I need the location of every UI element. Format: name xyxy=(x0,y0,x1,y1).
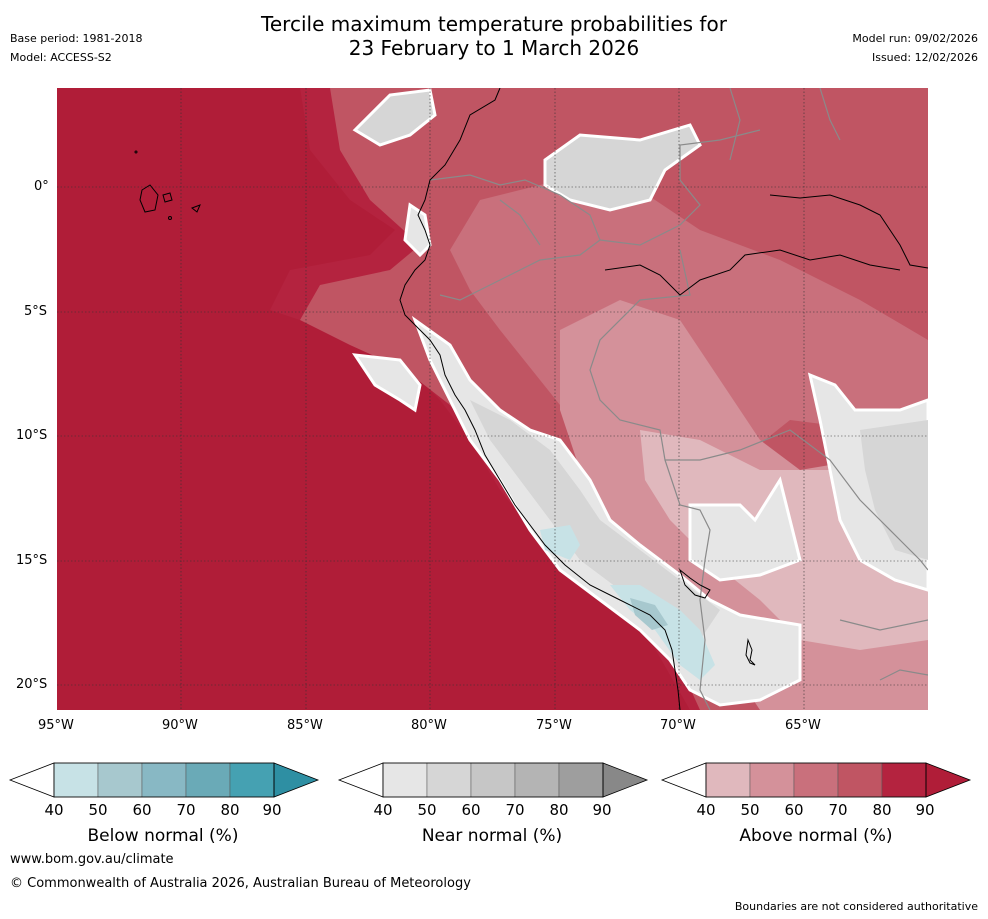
above-colorbar-segment xyxy=(837,762,883,798)
below-colorbar-segment xyxy=(229,762,275,798)
near-normal-ecuador-coast xyxy=(403,202,432,258)
lon-label-85w: 85°W xyxy=(287,718,323,733)
lat-label-10s: 10°S xyxy=(16,428,48,443)
near-tick-90: 90 xyxy=(592,801,612,819)
lon-label-75w: 75°W xyxy=(536,718,572,733)
near-colorbar-low-arrow xyxy=(337,762,384,798)
above-tick-90: 90 xyxy=(915,801,935,819)
below-tick-90: 90 xyxy=(262,801,282,819)
near-colorbar-high-arrow xyxy=(602,762,649,798)
near-colorbar xyxy=(337,762,649,798)
near-colorbar-segment xyxy=(426,762,472,798)
near-tick-70: 70 xyxy=(505,801,525,819)
below-colorbar-segment xyxy=(53,762,99,798)
lon-label-80w: 80°W xyxy=(411,718,447,733)
copyright: © Commonwealth of Australia 2026, Austra… xyxy=(10,876,471,891)
lon-label-70w: 70°W xyxy=(660,718,696,733)
below-tick-50: 50 xyxy=(88,801,108,819)
below-colorbar-segment xyxy=(97,762,143,798)
near-normal-northwest xyxy=(352,88,437,147)
map-area xyxy=(57,88,928,710)
near-normal-andes-inner xyxy=(470,400,720,640)
above-colorbar xyxy=(660,762,972,798)
disclaimer: Boundaries are not considered authoritat… xyxy=(734,900,978,913)
lat-label-15s: 15°S xyxy=(16,553,48,568)
below-tick-80: 80 xyxy=(220,801,240,819)
near-tick-50: 50 xyxy=(417,801,437,819)
below-tick-60: 60 xyxy=(132,801,152,819)
above-tick-60: 60 xyxy=(784,801,804,819)
model-name: Model: ACCESS-S2 xyxy=(10,51,112,64)
near-colorbar-segment xyxy=(514,762,560,798)
lat-label-0: 0° xyxy=(34,179,49,194)
lon-label-95w: 95°W xyxy=(38,718,74,733)
near-tick-80: 80 xyxy=(549,801,569,819)
lon-label-65w: 65°W xyxy=(785,718,821,733)
below-normal-patch-1 xyxy=(540,525,580,560)
above-colorbar-high-arrow xyxy=(925,762,972,798)
website-link[interactable]: www.bom.gov.au/climate xyxy=(10,852,174,867)
legend-bars xyxy=(8,762,972,798)
near-normal-title: Near normal (%) xyxy=(421,826,563,846)
above-colorbar-segment xyxy=(749,762,795,798)
below-normal-title: Below normal (%) xyxy=(87,826,239,846)
above-colorbar-outline xyxy=(705,762,927,798)
map-title: Tercile maximum temperature probabilitie… xyxy=(0,12,988,60)
above-colorbar-low-arrow xyxy=(660,762,707,798)
below-colorbar-segment xyxy=(141,762,187,798)
below-colorbar-outline xyxy=(53,762,275,798)
near-colorbar-segment xyxy=(470,762,516,798)
above-tick-80: 80 xyxy=(872,801,892,819)
lat-label-5s: 5°S xyxy=(24,304,48,319)
lat-label-20s: 20°S xyxy=(16,677,48,692)
issued-date: Issued: 12/02/2026 xyxy=(871,51,978,64)
near-colorbar-segment xyxy=(382,762,428,798)
country-borders xyxy=(429,88,928,710)
coastlines xyxy=(134,88,928,710)
near-tick-60: 60 xyxy=(461,801,481,819)
above-tick-40: 40 xyxy=(696,801,716,819)
below-colorbar xyxy=(8,762,320,798)
title-line-1: Tercile maximum temperature probabilitie… xyxy=(261,12,727,36)
near-colorbar-segment xyxy=(558,762,604,798)
below-colorbar-high-arrow xyxy=(273,762,320,798)
near-normal-bolivia-inner xyxy=(860,420,928,560)
graticule xyxy=(57,88,928,710)
near-normal-colombia xyxy=(543,123,702,212)
above-colorbar-segment xyxy=(705,762,751,798)
title-line-2: 23 February to 1 March 2026 xyxy=(348,36,640,60)
below-tick-70: 70 xyxy=(176,801,196,819)
below-colorbar-segment xyxy=(185,762,231,798)
above-tick-50: 50 xyxy=(740,801,760,819)
below-tick-40: 40 xyxy=(44,801,64,819)
near-normal-peru-coast xyxy=(351,353,422,413)
near-tick-40: 40 xyxy=(373,801,393,819)
above-colorbar-segment xyxy=(881,762,927,798)
above-colorbar-segment xyxy=(793,762,839,798)
above-tick-70: 70 xyxy=(828,801,848,819)
lon-label-90w: 90°W xyxy=(162,718,198,733)
near-colorbar-outline xyxy=(382,762,604,798)
base-period: Base period: 1981-2018 xyxy=(10,32,143,45)
model-run: Model run: 09/02/2026 xyxy=(852,32,978,45)
above-normal-title: Above normal (%) xyxy=(739,826,893,846)
below-colorbar-low-arrow xyxy=(8,762,55,798)
near-normal-brazil-west xyxy=(688,476,802,582)
